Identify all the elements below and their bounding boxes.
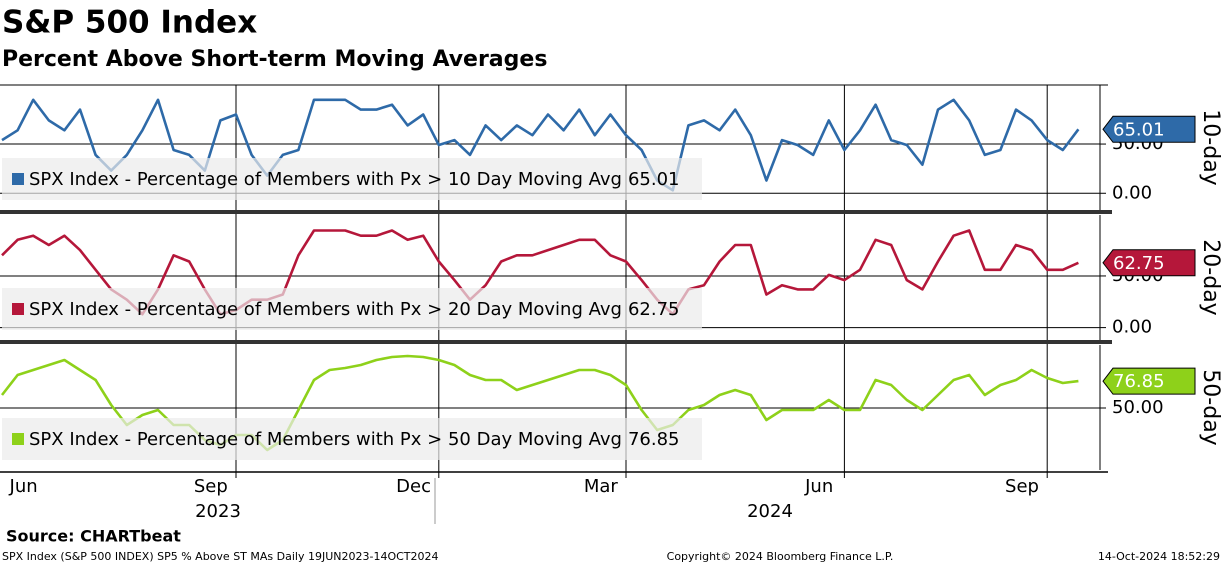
legend-name: SPX Index - Percentage of Members with P… bbox=[29, 299, 622, 320]
legend-box bbox=[2, 288, 702, 330]
legend-swatch bbox=[12, 303, 24, 315]
y-tick-label: 0.00 bbox=[1112, 182, 1152, 203]
axis-label: 50-day bbox=[1198, 369, 1223, 445]
legend-name: SPX Index - Percentage of Members with P… bbox=[29, 169, 622, 190]
footer-center: Copyright© 2024 Bloomberg Finance L.P. bbox=[667, 550, 894, 563]
last-value-label: 62.75 bbox=[1113, 253, 1165, 274]
legend-swatch bbox=[12, 433, 24, 445]
chart-title: S&P 500 Index bbox=[2, 5, 257, 41]
year-label: 2024 bbox=[747, 501, 793, 522]
last-value-badge bbox=[1102, 249, 1196, 277]
last-value-badge bbox=[1102, 115, 1196, 143]
legend-swatch bbox=[12, 173, 24, 185]
x-tick-label: Jun bbox=[9, 476, 38, 497]
legend-box bbox=[2, 158, 702, 200]
x-tick-label: Dec bbox=[396, 476, 431, 497]
source: Source: CHARTbeat bbox=[6, 527, 181, 546]
axis-label: 10-day bbox=[1198, 109, 1223, 185]
last-value-badge bbox=[1102, 367, 1196, 395]
legend-value: 65.01 bbox=[628, 169, 680, 190]
y-tick-label: 0.00 bbox=[1112, 317, 1152, 338]
legend-name: SPX Index - Percentage of Members with P… bbox=[29, 429, 622, 450]
legend-text: SPX Index - Percentage of Members with P… bbox=[29, 429, 679, 450]
series-line bbox=[1, 229, 1079, 316]
year-label: 2023 bbox=[195, 501, 241, 522]
x-tick-label: Sep bbox=[1005, 476, 1039, 497]
panel-separator bbox=[0, 210, 1112, 214]
axis-label: 20-day bbox=[1198, 239, 1223, 315]
x-tick-label: Jun bbox=[804, 476, 833, 497]
last-value-label: 76.85 bbox=[1113, 371, 1165, 392]
y-tick-label: 50.00 bbox=[1112, 397, 1164, 418]
legend-box bbox=[2, 418, 702, 460]
x-tick-label: Sep bbox=[194, 476, 228, 497]
legend-text: SPX Index - Percentage of Members with P… bbox=[29, 169, 679, 190]
series-line bbox=[1, 98, 1080, 192]
legend-value: 62.75 bbox=[628, 299, 680, 320]
x-tick-label: Mar bbox=[584, 476, 619, 497]
panel-separator bbox=[0, 340, 1112, 344]
legend-value: 76.85 bbox=[628, 429, 680, 450]
legend-text: SPX Index - Percentage of Members with P… bbox=[29, 299, 679, 320]
chart-subtitle: Percent Above Short-term Moving Averages bbox=[2, 47, 547, 72]
last-value-label: 65.01 bbox=[1113, 119, 1165, 140]
footer-right: 14-Oct-2024 18:52:29 bbox=[1098, 550, 1220, 563]
footer-left: SPX Index (S&P 500 INDEX) SP5 % Above ST… bbox=[2, 550, 439, 563]
